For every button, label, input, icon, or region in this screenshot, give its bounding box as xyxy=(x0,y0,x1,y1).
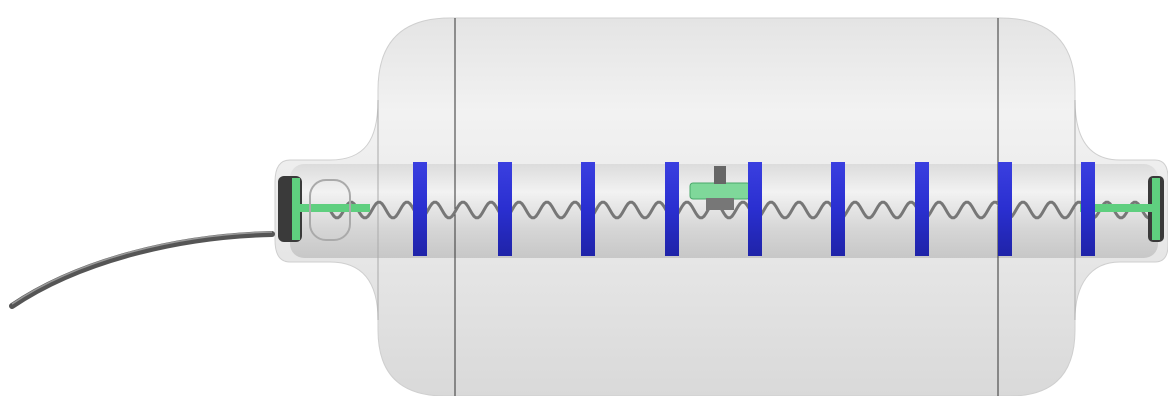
marker-band xyxy=(665,162,679,256)
left-connector xyxy=(292,178,300,240)
center-connector xyxy=(690,183,750,199)
center-connector xyxy=(706,198,734,210)
center-connector xyxy=(714,166,726,184)
cable-highlight xyxy=(12,232,272,304)
page: (() => { const ns = 'http://www.w3.org/2… xyxy=(0,0,1168,396)
cable xyxy=(12,234,272,306)
right-connector xyxy=(1152,178,1160,240)
marker-band xyxy=(998,162,1012,256)
marker-band xyxy=(413,162,427,256)
marker-band xyxy=(831,162,845,256)
marker-band xyxy=(748,162,762,256)
marker-band xyxy=(915,162,929,256)
device-render xyxy=(0,0,1168,396)
marker-band xyxy=(581,162,595,256)
marker-band xyxy=(498,162,512,256)
marker-band xyxy=(1081,162,1095,256)
